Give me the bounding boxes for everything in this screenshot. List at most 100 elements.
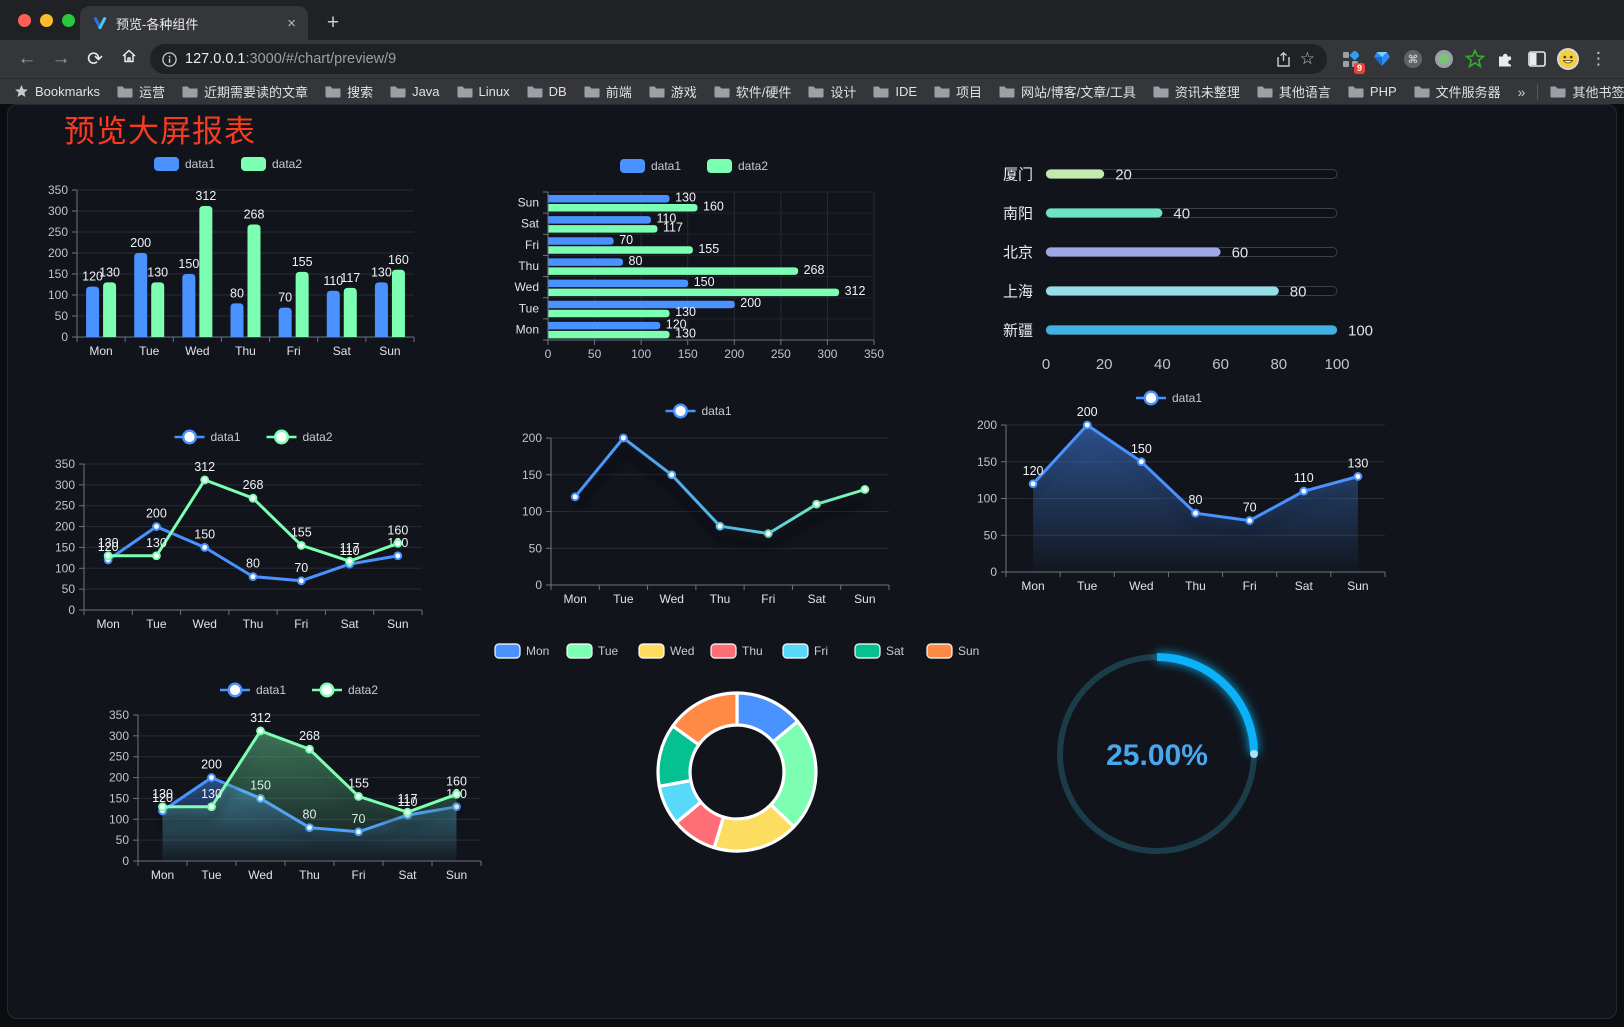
svg-text:268: 268 <box>244 207 265 221</box>
folder-icon <box>390 86 406 98</box>
chart-grouped-bar[interactable]: 0 50 100 150 200 250 300 350 Mon Tue Wed Thu Fri Sat S… <box>22 146 442 368</box>
svg-text:20: 20 <box>1115 167 1132 184</box>
address-bar[interactable]: 127.0.0.1:3000/#/chart/preview/9 ☆ <box>150 44 1327 74</box>
svg-text:50: 50 <box>984 528 998 542</box>
svg-text:300: 300 <box>55 478 75 492</box>
svg-text:312: 312 <box>845 284 866 298</box>
maximize-window-button[interactable] <box>62 14 75 27</box>
svg-text:60: 60 <box>1232 245 1249 262</box>
svg-text:Sat: Sat <box>521 217 540 231</box>
bookmark-folder[interactable]: PHP <box>1348 82 1397 101</box>
bookmark-folder[interactable]: 设计 <box>808 82 856 101</box>
chart-dual-line[interactable]: 0 50 100 150 200 250 300 350 Mon Tue Wed Thu Fri Sat S… <box>40 418 475 640</box>
folder-icon <box>808 86 824 98</box>
site-info-icon[interactable] <box>162 51 177 67</box>
bookmark-folder-label: 其他语言 <box>1278 85 1331 100</box>
extension-grid-icon[interactable]: 9 <box>1335 44 1366 74</box>
url-text[interactable]: 127.0.0.1:3000/#/chart/preview/9 <box>185 51 1267 67</box>
side-panel-icon[interactable] <box>1521 44 1552 74</box>
chart-progress-bars[interactable]: 厦门 20 南阳 40 北京 60 上海 80 新疆 100 0 20 40 60 80 100 <box>988 152 1388 387</box>
tab-strip: 预览-各种组件 × + <box>0 0 1624 40</box>
chart-horizontal-bar[interactable]: 0 50 100 150 200 250 300 350 Sun Sat Fri Thu Wed Tue M… <box>498 150 898 366</box>
svg-text:155: 155 <box>698 242 719 256</box>
svg-text:Fri: Fri <box>525 238 539 252</box>
browser-tab[interactable]: 预览-各种组件 × <box>80 6 308 40</box>
bookmark-folder[interactable]: Java <box>390 82 440 101</box>
svg-text:0: 0 <box>535 578 542 592</box>
folder-icon <box>999 86 1015 98</box>
svg-text:Thu: Thu <box>299 868 320 882</box>
bookmark-folder[interactable]: IDE <box>873 82 917 101</box>
bookmarks-manager[interactable]: Bookmarks <box>14 84 100 99</box>
svg-text:200: 200 <box>740 296 761 310</box>
svg-text:300: 300 <box>817 347 837 361</box>
forward-button[interactable]: → <box>51 48 71 69</box>
svg-text:Tue: Tue <box>201 868 222 882</box>
svg-text:Sat: Sat <box>341 617 360 631</box>
browser-menu-icon[interactable]: ⋮ <box>1590 49 1607 68</box>
svg-text:312: 312 <box>194 460 215 474</box>
bookmark-folder[interactable]: 软件/硬件 <box>714 82 791 101</box>
reload-button[interactable]: ⟳ <box>87 48 103 70</box>
svg-text:130: 130 <box>371 265 392 279</box>
svg-text:250: 250 <box>771 347 791 361</box>
svg-text:150: 150 <box>977 455 997 469</box>
window-controls <box>18 14 75 27</box>
bookmark-folder[interactable]: DB <box>527 82 567 101</box>
bookmark-folder[interactable]: Linux <box>457 82 510 101</box>
bookmark-star-icon[interactable]: ☆ <box>1299 49 1315 68</box>
svg-text:Tue: Tue <box>519 301 540 315</box>
other-bookmarks-folder[interactable]: 其他书签 <box>1550 82 1624 101</box>
star-extension-icon[interactable] <box>1459 44 1490 74</box>
bookmark-folder[interactable]: 其他语言 <box>1257 82 1331 101</box>
folder-icon <box>1348 86 1364 98</box>
bookmarks-overflow-icon[interactable]: » <box>1517 83 1526 100</box>
svg-text:Fri: Fri <box>294 617 308 631</box>
svg-text:250: 250 <box>109 750 129 764</box>
profile-avatar[interactable] <box>1552 44 1583 74</box>
chart-area-line[interactable]: 0 50 100 150 200 Mon Tue Wed Thu Fri Sat Sun 120 200 1… <box>956 386 1390 600</box>
command-extension-icon[interactable]: ⌘ <box>1397 44 1428 74</box>
chart-gauge[interactable]: 25.00% <box>1040 636 1274 876</box>
minimize-window-button[interactable] <box>40 14 53 27</box>
svg-text:268: 268 <box>243 478 264 492</box>
bookmark-folder[interactable]: 项目 <box>934 82 982 101</box>
bookmark-folder[interactable]: 运营 <box>117 82 165 101</box>
svg-text:300: 300 <box>109 729 129 743</box>
bookmark-folder[interactable]: 资讯未整理 <box>1153 82 1240 101</box>
chart-donut-pie[interactable]: Mon Tue Wed Thu Fri Sat Sun <box>494 630 979 886</box>
bookmark-folder[interactable]: 前端 <box>584 82 632 101</box>
back-button[interactable]: ← <box>17 48 37 69</box>
svg-text:Fri: Fri <box>761 592 775 606</box>
bookmark-folder[interactable]: 文件服务器 <box>1414 82 1501 101</box>
extensions-puzzle-icon[interactable] <box>1490 44 1521 74</box>
svg-text:250: 250 <box>48 225 68 239</box>
tab-close-icon[interactable]: × <box>287 14 296 32</box>
svg-text:150: 150 <box>694 275 715 289</box>
svg-text:Thu: Thu <box>518 259 539 273</box>
record-extension-icon[interactable] <box>1428 44 1459 74</box>
bookmark-folder-label: 近期需要读的文章 <box>204 85 309 100</box>
chart-dual-area-line[interactable]: 0 50 100 150 200 250 300 350 Mon Tue Wed Thu Fri Sat S… <box>98 668 508 894</box>
svg-text:80: 80 <box>230 286 244 300</box>
new-tab-button[interactable]: + <box>326 11 340 34</box>
bookmark-folder[interactable]: 游戏 <box>649 82 697 101</box>
close-window-button[interactable] <box>18 14 31 27</box>
folder-icon <box>1257 86 1273 98</box>
gem-extension-icon[interactable] <box>1366 44 1397 74</box>
folder-icon <box>182 86 198 98</box>
svg-text:350: 350 <box>109 708 129 722</box>
share-icon[interactable] <box>1275 51 1292 68</box>
chart-gradient-line[interactable]: 0 50 100 150 200 Mon Tue Wed Thu Fri Sat Sun data1 <box>500 394 905 612</box>
bookmark-folder[interactable]: 搜索 <box>325 82 373 101</box>
svg-text:200: 200 <box>48 246 68 260</box>
bookmark-folder[interactable]: 网站/博客/文章/工具 <box>999 82 1136 101</box>
svg-text:Wed: Wed <box>192 617 216 631</box>
home-button[interactable] <box>112 47 146 71</box>
bookmark-folder[interactable]: 近期需要读的文章 <box>182 82 308 101</box>
folder-icon <box>457 86 473 98</box>
svg-text:Fri: Fri <box>352 868 366 882</box>
svg-text:Sat: Sat <box>808 592 827 606</box>
svg-text:data2: data2 <box>303 430 333 444</box>
svg-text:data1: data1 <box>256 683 286 697</box>
